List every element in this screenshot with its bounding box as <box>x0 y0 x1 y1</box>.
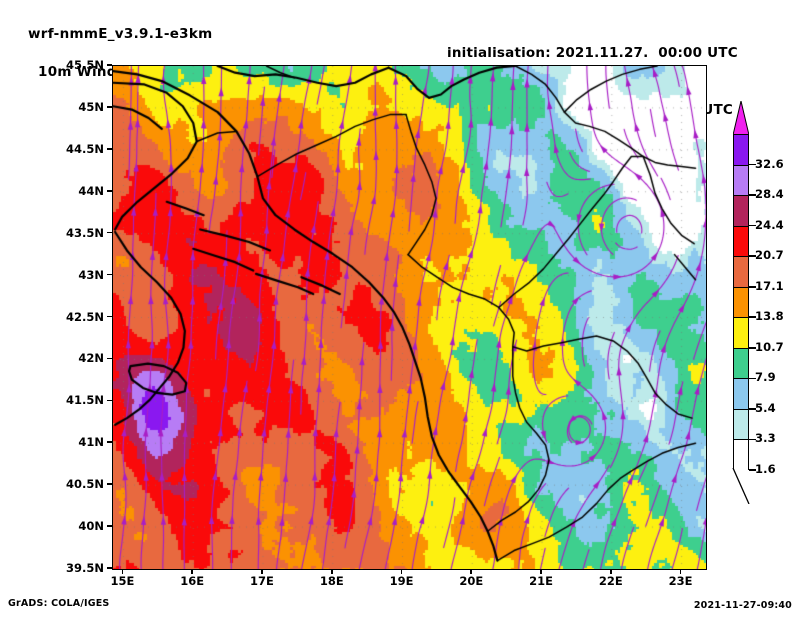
x-axis-tick-label: 19E <box>389 574 414 588</box>
colorbar-tick-mark <box>749 316 756 319</box>
colorbar-band <box>734 257 748 288</box>
y-axis-tick-mark <box>107 399 112 402</box>
colorbar-tick-label: 3.3 <box>755 431 776 446</box>
colorbar-tick-mark <box>749 438 756 441</box>
y-axis-tick-mark <box>107 273 112 276</box>
colorbar-tick-label: 5.4 <box>755 400 776 415</box>
y-axis-tick-label: 42.5N <box>66 309 104 324</box>
y-axis-tick-label: 40.5N <box>66 477 104 492</box>
colorbar-band <box>734 409 748 441</box>
x-axis-tick-label: 21E <box>529 574 553 588</box>
y-axis-tick-label: 43N <box>78 267 104 282</box>
colorbar-tick-label: 17.1 <box>755 278 784 293</box>
colorbar-band <box>734 196 748 227</box>
y-axis-tick-mark <box>107 315 112 318</box>
y-axis-tick-mark <box>107 357 112 360</box>
wind-field-canvas[interactable] <box>113 66 706 569</box>
y-axis-tick-label: 44.5N <box>66 141 104 156</box>
colorbar-tick-mark <box>749 408 756 410</box>
model-name: wrf-nmmE_v3.9.1-e3km <box>28 26 213 42</box>
colorbar-tick-mark <box>749 255 756 257</box>
y-axis-tick-label: 39.5N <box>66 561 104 575</box>
x-axis-tick-label: 23E <box>668 574 693 588</box>
colorbar-tick-label: 10.7 <box>755 339 784 354</box>
colorbar-tick-mark <box>749 163 756 166</box>
colorbar-tick-label: 7.9 <box>755 370 776 385</box>
colorbar-over-arrow <box>733 101 749 135</box>
y-axis-tick-mark <box>107 64 112 66</box>
render-timestamp: 2021-11-27-09:40 <box>693 600 792 611</box>
colorbar-tick-mark <box>749 347 756 349</box>
colorbar-band <box>734 440 748 471</box>
y-axis-tick-label: 45N <box>78 99 104 114</box>
colorbar-tick-mark <box>749 469 756 471</box>
colorbar-tick-label: 24.4 <box>755 217 784 232</box>
colorbar-band <box>734 165 748 197</box>
x-axis-tick-label: 17E <box>250 574 274 588</box>
colorbar-band <box>734 348 748 380</box>
colorbar-tick-label: 13.8 <box>755 309 784 324</box>
colorbar-tick-mark <box>749 194 756 196</box>
x-axis-tick-mark <box>400 569 403 574</box>
x-axis-tick-mark <box>679 569 682 574</box>
colorbar-tick-label: 1.6 <box>755 462 776 476</box>
x-axis-tick-mark <box>330 569 333 574</box>
y-axis-tick-mark <box>107 189 112 192</box>
x-axis-tick-mark <box>540 569 542 574</box>
colorbar-band <box>734 135 748 166</box>
x-axis-tick-mark <box>261 569 263 574</box>
x-axis-tick-label: 16E <box>180 574 205 588</box>
x-axis-tick-label: 20E <box>459 574 484 588</box>
y-axis-tick-mark <box>107 441 112 444</box>
colorbar-band <box>734 226 748 258</box>
colorbar[interactable] <box>733 134 749 471</box>
x-axis-tick-mark <box>610 569 612 574</box>
map-plot-panel[interactable] <box>112 65 707 570</box>
x-axis-tick-label: 15E <box>110 574 135 588</box>
colorbar-tick-mark <box>749 285 756 288</box>
y-axis-tick-mark <box>107 525 112 527</box>
x-axis-tick-label: 18E <box>319 574 344 588</box>
colorbar-under-tail <box>732 468 750 504</box>
x-axis-tick-mark <box>470 569 473 574</box>
y-axis-tick-label: 41N <box>78 435 104 450</box>
colorbar-tick-label: 32.6 <box>755 156 784 171</box>
y-axis-tick-label: 41.5N <box>66 393 104 408</box>
colorbar-tick-mark <box>749 224 756 227</box>
colorbar-band <box>734 318 748 349</box>
x-axis-tick-mark <box>121 569 124 574</box>
y-axis-tick-mark <box>107 148 112 150</box>
colorbar-band <box>734 379 748 410</box>
y-axis-tick-mark <box>107 567 112 569</box>
y-axis-tick-label: 40N <box>78 519 104 534</box>
grads-credit: GrADS: COLA/IGES <box>8 598 110 609</box>
y-axis-tick-mark <box>107 483 112 485</box>
y-axis-tick-mark <box>107 231 112 234</box>
colorbar-tick-label: 20.7 <box>755 248 784 263</box>
y-axis-tick-label: 44N <box>78 183 104 198</box>
y-axis-tick-mark <box>107 106 112 108</box>
x-axis-tick-label: 22E <box>598 574 623 588</box>
y-axis-tick-label: 43.5N <box>66 225 104 240</box>
colorbar-tick-mark <box>749 377 756 380</box>
colorbar-band <box>734 287 748 319</box>
x-axis-tick-mark <box>191 569 194 574</box>
initialisation-line: initialisation: 2021.11.27. 00:00 UTC <box>447 45 738 61</box>
colorbar-tick-label: 28.4 <box>755 187 784 202</box>
y-axis-tick-label: 42N <box>78 351 104 366</box>
y-axis-tick-label: 45.5N <box>66 58 104 72</box>
